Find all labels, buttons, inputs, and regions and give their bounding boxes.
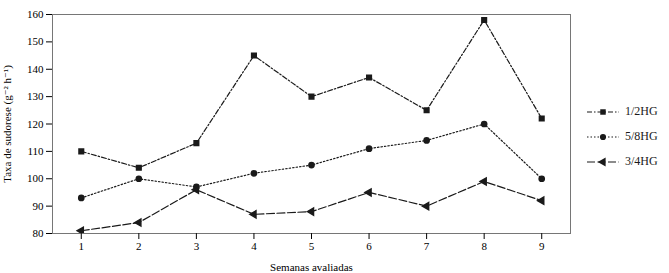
svg-text:Taxa de sudorese (g⁻² h⁻¹): Taxa de sudorese (g⁻² h⁻¹) [1, 65, 14, 183]
svg-text:90: 90 [33, 200, 45, 212]
svg-text:120: 120 [27, 118, 44, 130]
svg-text:9: 9 [539, 240, 545, 252]
svg-text:5: 5 [309, 240, 315, 252]
svg-text:140: 140 [27, 63, 44, 75]
html-text:1/2HG: 1/2HG [625, 104, 658, 118]
svg-text:80: 80 [33, 227, 45, 239]
svg-text:1: 1 [79, 240, 85, 252]
svg-text:100: 100 [27, 172, 44, 184]
svg-text:3: 3 [194, 240, 200, 252]
svg-text:130: 130 [27, 90, 44, 102]
svg-text:Semanas avaliadas: Semanas avaliadas [270, 261, 353, 273]
svg-text:7: 7 [424, 240, 430, 252]
svg-text:2: 2 [136, 240, 142, 252]
svg-text:110: 110 [27, 145, 44, 157]
svg-text:6: 6 [366, 240, 372, 252]
svg-text:160: 160 [27, 8, 44, 20]
html-text:3/4HG: 3/4HG [625, 154, 658, 168]
html-text:5/8HG: 5/8HG [625, 129, 658, 143]
svg-text:4: 4 [251, 240, 257, 252]
svg-text:150: 150 [27, 35, 44, 47]
svg-text:8: 8 [481, 240, 487, 252]
